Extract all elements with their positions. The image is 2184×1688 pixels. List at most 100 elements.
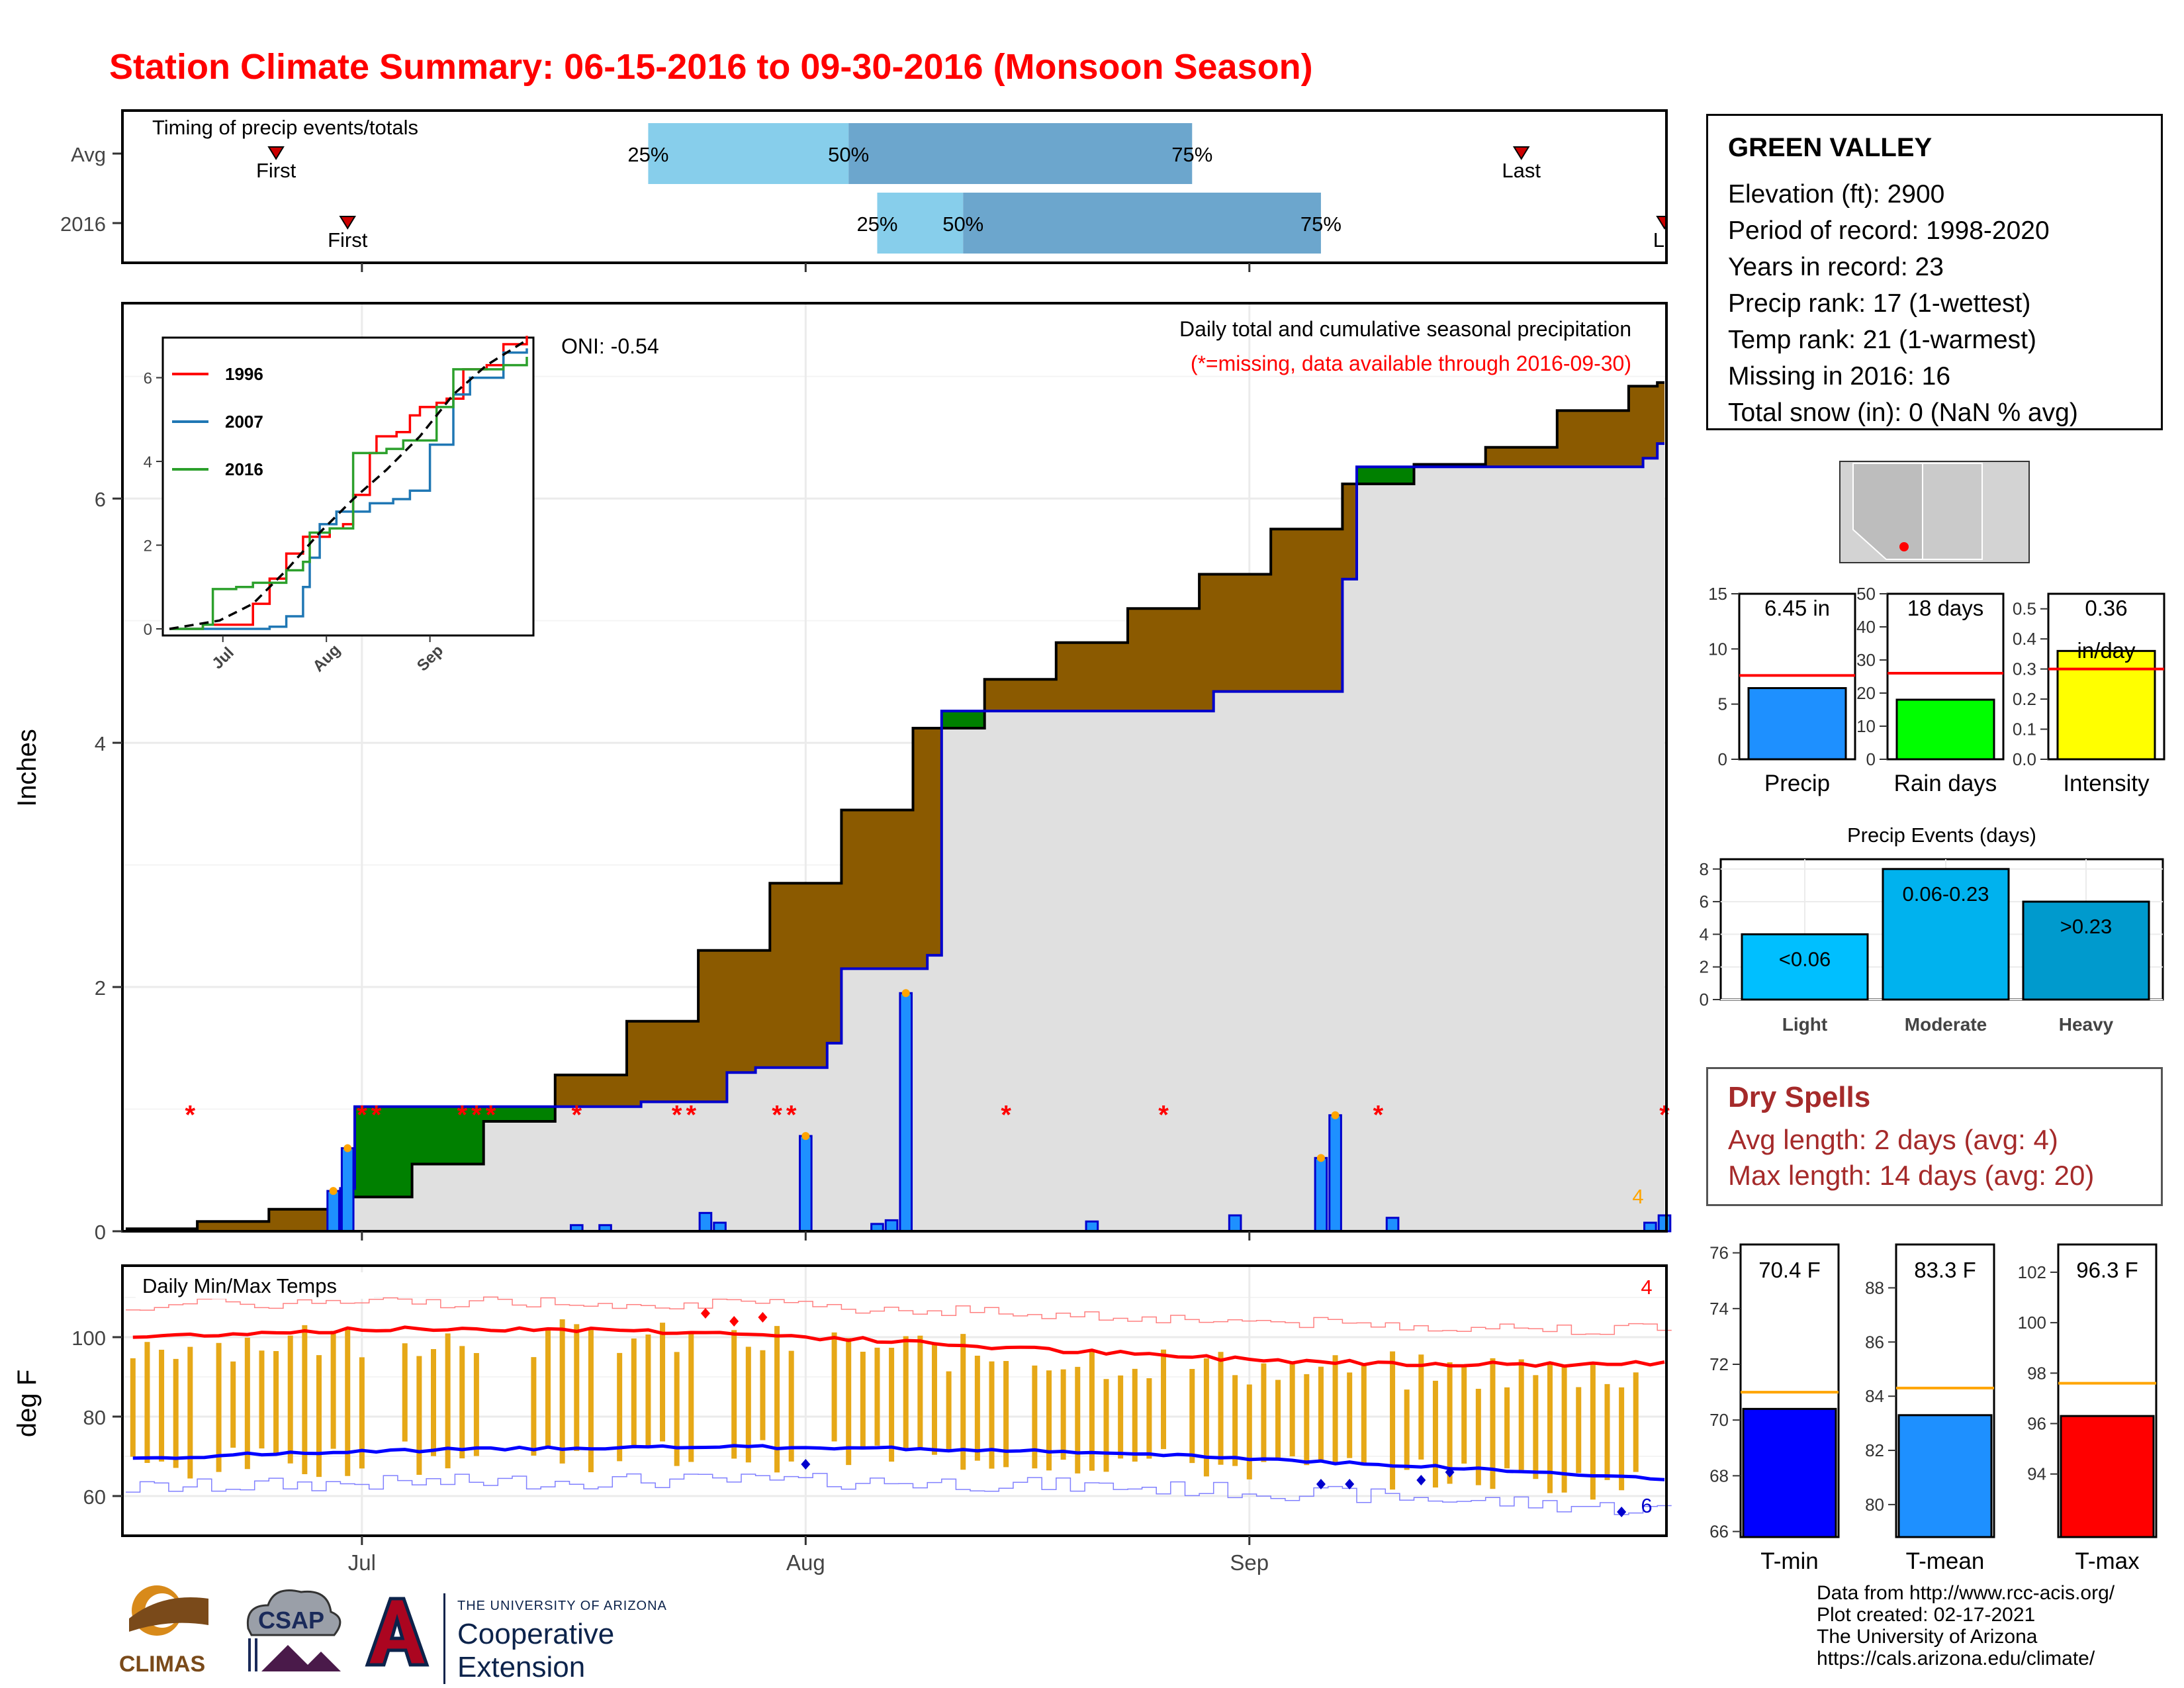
daily-precip-marker [901,989,910,998]
summary-y-tick-label: 0.3 [2013,659,2036,679]
dry-spells-avg: Avg length: 2 days (avg: 4) [1728,1124,2058,1155]
page-title: Station Climate Summary: 06-15-2016 to 0… [109,47,1313,87]
ua-big-text: Cooperative Extension [457,1618,615,1683]
missing-data-marker: * [1659,1101,1670,1130]
inset-y-tick-label: 2 [144,538,152,555]
temp-y-tick-label: 86 [1865,1332,1884,1352]
timing-p25-label: 25% [856,212,897,236]
cumulative-avg-line [126,381,1664,1231]
events-y-tick-label: 6 [1700,892,1709,912]
temp-max-count: 4 [1641,1276,1652,1299]
event-bar-label: 0.06-0.23 [1903,882,1989,906]
missing-data-marker: * [471,1101,482,1130]
summary-bar-unit-label: in/day [2077,638,2136,663]
event-bar-label: >0.23 [2060,915,2112,938]
last-event-label: Last [1502,159,1541,182]
record-high-marker [700,1308,710,1319]
csap-logo-text: CSAP [258,1607,324,1634]
temp-y-tick-label: 100 [2018,1313,2046,1333]
first-event-marker [267,146,285,160]
credit-line: https://cals.arizona.edu/climate/ [1817,1648,2095,1669]
temp-bar-t-mean [1897,1414,1993,1538]
inset-legend-label: 1996 [225,364,263,384]
inset-frame [161,336,535,637]
summary-y-tick-label: 15 [1708,584,1727,604]
events-y-tick-label: 2 [1700,957,1709,977]
y-tick-label: 60 [83,1485,106,1509]
summary-y-tick-label: 0.5 [2013,599,2036,619]
precip-count-label: 4 [1632,1185,1643,1208]
csap-logo: CSAP [246,1589,341,1671]
timing-p25-label: 25% [627,143,668,166]
climas-logo: CLIMAS [119,1585,208,1677]
events-y-tick-label: 4 [1700,924,1709,944]
missing-data-marker: * [457,1101,467,1130]
temp-y-axis-label: deg F [13,1370,42,1437]
summary-y-tick-label: 0.2 [2013,689,2036,709]
summary-bar-rain-days [1895,698,1995,761]
summary-y-tick-label: 10 [1708,639,1727,659]
summary-y-tick-label: 40 [1856,617,1876,637]
daily-precip-bar [799,1135,813,1233]
timing-panel-border [121,109,1668,264]
event-bar-name: Moderate [1905,1014,1987,1035]
station-period: Period of record: 1998-2020 [1728,216,2050,245]
temp-y-tick-label: 76 [1709,1243,1729,1263]
timing-p50-label: 50% [828,143,869,166]
timing-bar-q2 [848,123,1193,184]
station-info-box: GREEN VALLEY Elevation (ft): 2900 Period… [1706,114,2163,430]
summary-y-tick-label: 0.1 [2013,720,2036,739]
cumulative-2016-line [126,442,1664,1233]
record-high-marker [758,1312,768,1323]
dry-spells-box: Dry Spells Avg length: 2 days (avg: 4) M… [1706,1067,2163,1206]
record-low-marker [801,1459,811,1470]
temp-bar-name: T-mean [1906,1548,1985,1574]
temp-y-tick-label: 66 [1709,1522,1729,1542]
temp-bar-t-min [1742,1407,1837,1538]
missing-data-marker: * [1158,1101,1169,1130]
temp-bar-t-max [2060,1415,2155,1538]
first-event-label: First [256,159,296,182]
y-axis-label: Inches [13,729,42,807]
station-temp-rank: Temp rank: 21 (1-warmest) [1728,326,2036,354]
credits: Data from http://www.rcc-acis.org/ Plot … [1817,1582,2115,1669]
record-low-marker [1345,1479,1355,1489]
inset-legend-label: 2016 [225,459,263,479]
events-title: Precip Events (days) [1847,823,2036,847]
summary-bar-name: Precip [1764,771,1830,796]
y-tick-label: 2 [95,976,106,1000]
temp-y-tick-label: 94 [2027,1464,2046,1484]
event-bar-label: <0.06 [1779,947,1831,970]
temp-y-tick-label: 96 [2027,1414,2046,1434]
temp-min-count: 6 [1641,1494,1652,1517]
y-tick-label: 6 [95,488,106,511]
missing-data-marker: * [786,1101,797,1130]
y-tick-label: 80 [83,1406,106,1429]
temp-y-tick-label: 80 [1865,1495,1884,1515]
inset-y-tick-label: 4 [144,453,152,471]
temp-panel-frame [121,1264,1668,1537]
record-high-marker [729,1316,739,1327]
x-tick-label: Sep [1230,1550,1269,1575]
cooperative-extension-wordmark: THE UNIVERSITY OF ARIZONA Cooperative Ex… [443,1593,738,1684]
missing-data-marker: * [357,1101,367,1130]
missing-data-marker: * [185,1101,196,1130]
timing-bar-q2 [963,193,1321,254]
precip-caption-missing: (*=missing, data available through 2016-… [1191,352,1631,375]
inset-y-tick-label: 0 [144,621,152,639]
daily-precip-bar [1085,1220,1099,1233]
summary-y-tick-label: 30 [1856,650,1876,670]
oni-label: ONI: -0.54 [561,334,659,358]
event-bar-light [1741,933,1869,1001]
temp-bar-value-label: 83.3 F [1914,1258,1976,1282]
university-arizona-logo [365,1597,430,1667]
missing-data-marker: * [672,1101,682,1130]
first-event-marker [339,216,357,230]
station-elevation: Elevation (ft): 2900 [1728,180,1945,209]
cumulative-overlap-area [126,444,1664,1231]
credit-line: Plot created: 02-17-2021 [1817,1604,2036,1626]
y-tick-label: 4 [95,732,106,755]
temp-panel-label: Daily Min/Max Temps [142,1274,337,1297]
daily-precip-marker [343,1144,352,1152]
